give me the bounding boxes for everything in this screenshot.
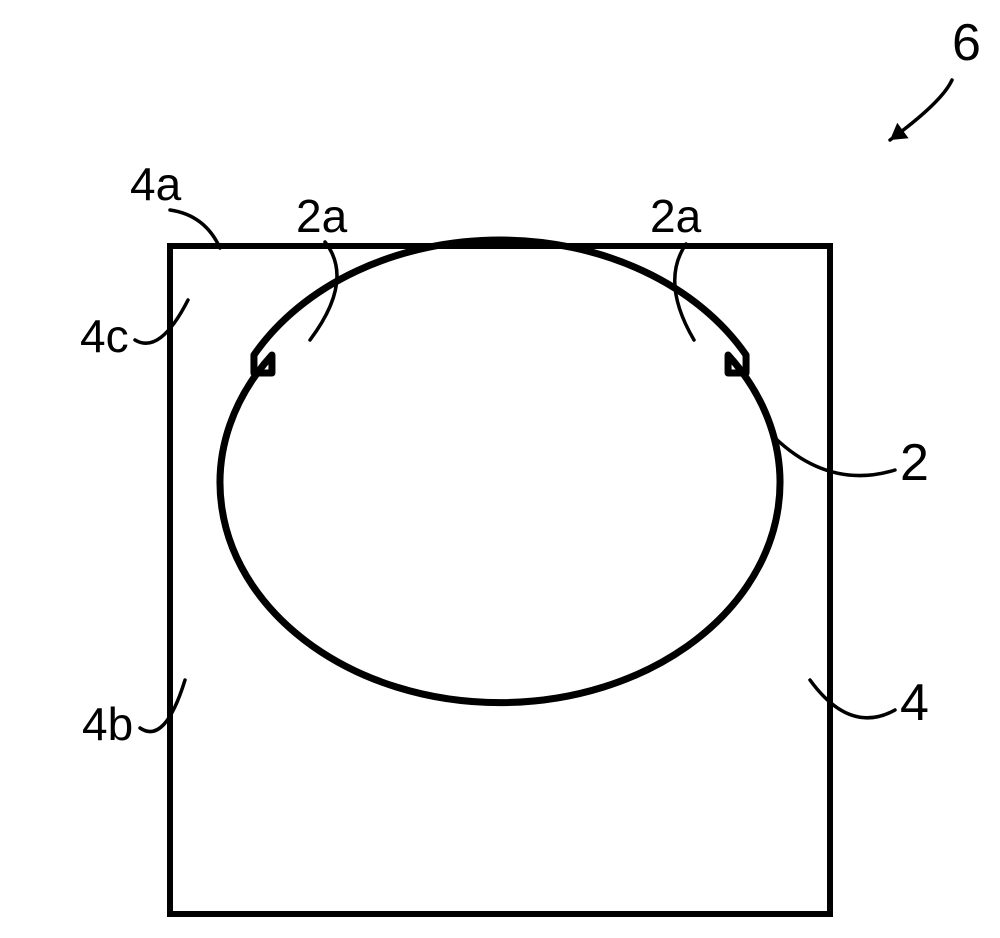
label-text-4b: 4b [82,698,133,750]
label-text-6: 6 [952,14,981,72]
label-text-2: 2 [900,434,929,492]
label-text-4: 4 [900,674,929,732]
label-text-4a: 4a [130,158,182,210]
label-text-4c: 4c [80,310,129,362]
canvas-background [0,0,1000,938]
label-text-2a_right: 2a [650,190,702,242]
label-text-2a_left: 2a [296,190,348,242]
